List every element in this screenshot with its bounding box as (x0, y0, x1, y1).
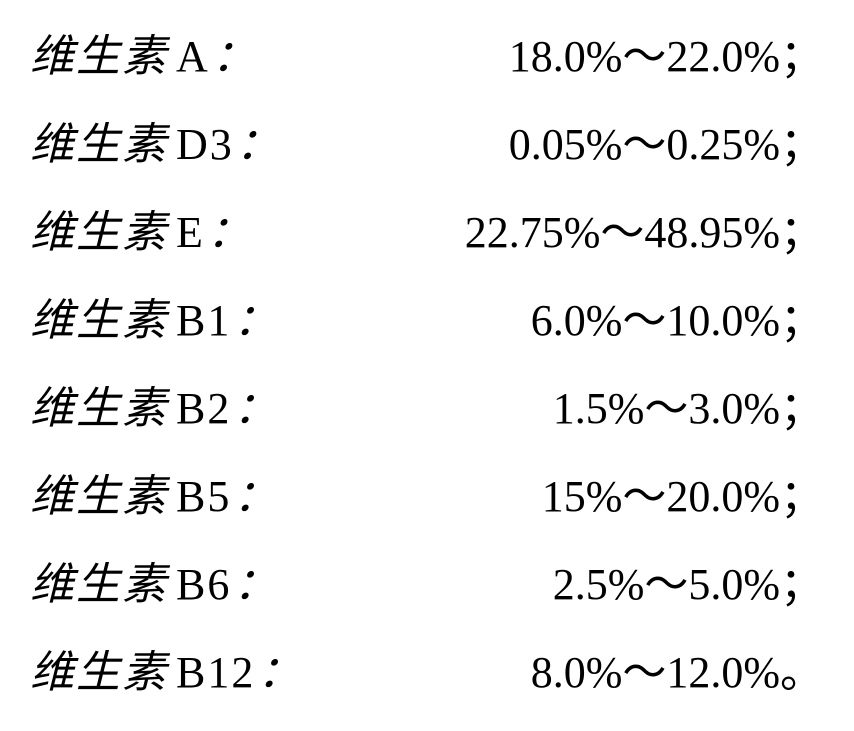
colon: ： (257, 648, 303, 697)
range-high: 5.0% (688, 560, 780, 609)
vitamin-label: 维生素A： (30, 20, 258, 84)
label-latin-text: A (176, 32, 210, 81)
vitamin-label: 维生素B1： (30, 284, 279, 348)
table-row: 维生素B2： 1.5%～3.0%； (30, 372, 824, 428)
end-punct: ； (780, 560, 824, 609)
label-latin-text: D3 (176, 120, 234, 169)
range-low: 2.5% (553, 560, 645, 609)
vitamin-range: 0.05%～0.25%； (509, 108, 824, 172)
label-cjk-text: 维生素 (30, 296, 168, 345)
vitamin-range: 18.0%～22.0%； (509, 20, 824, 84)
tilde: ～ (622, 472, 666, 521)
label-cjk-text: 维生素 (30, 648, 168, 697)
vitamin-label: 维生素D3： (30, 108, 282, 172)
colon: ： (212, 32, 258, 81)
range-high: 20.0% (666, 472, 780, 521)
end-punct: ； (780, 296, 824, 345)
range-low: 15% (542, 472, 623, 521)
tilde: ～ (600, 208, 644, 257)
colon: ： (236, 120, 282, 169)
colon: ： (233, 384, 279, 433)
vitamin-label: 维生素B12： (30, 636, 303, 700)
vitamin-label: 维生素B5： (30, 460, 279, 524)
end-punct: ； (780, 472, 824, 521)
tilde: ～ (622, 648, 666, 697)
range-low: 0.05% (509, 120, 623, 169)
range-high: 12.0% (666, 648, 780, 697)
colon: ： (207, 208, 253, 257)
label-latin-text: E (176, 208, 205, 257)
label-cjk-text: 维生素 (30, 208, 168, 257)
label-cjk-text: 维生素 (30, 384, 168, 433)
range-low: 18.0% (509, 32, 623, 81)
vitamin-label: 维生素B2： (30, 372, 279, 436)
table-row: 维生素B5： 15%～20.0%； (30, 460, 824, 516)
vitamin-range: 15%～20.0%； (542, 460, 824, 524)
range-high: 22.0% (666, 32, 780, 81)
range-low: 1.5% (553, 384, 645, 433)
tilde: ～ (644, 560, 688, 609)
tilde: ～ (644, 384, 688, 433)
label-cjk-text: 维生素 (30, 560, 168, 609)
vitamin-range: 2.5%～5.0%； (553, 548, 824, 612)
range-high: 10.0% (666, 296, 780, 345)
range-high: 0.25% (666, 120, 780, 169)
tilde: ～ (622, 120, 666, 169)
colon: ： (233, 472, 279, 521)
range-high: 48.95% (644, 208, 780, 257)
table-row: 维生素A： 18.0%～22.0%； (30, 20, 824, 76)
end-punct: 。 (780, 648, 824, 697)
table-row: 维生素B1： 6.0%～10.0%； (30, 284, 824, 340)
end-punct: ； (780, 384, 824, 433)
range-low: 8.0% (531, 648, 623, 697)
table-row: 维生素E： 22.75%～48.95%； (30, 196, 824, 252)
vitamin-range: 22.75%～48.95%； (465, 196, 824, 260)
table-row: 维生素B6： 2.5%～5.0%； (30, 548, 824, 604)
label-latin-text: B2 (176, 384, 231, 433)
vitamin-label: 维生素B6： (30, 548, 279, 612)
vitamin-range: 1.5%～3.0%； (553, 372, 824, 436)
end-punct: ； (780, 120, 824, 169)
label-latin-text: B12 (176, 648, 255, 697)
range-low: 6.0% (531, 296, 623, 345)
vitamin-label: 维生素E： (30, 196, 253, 260)
label-cjk-text: 维生素 (30, 472, 168, 521)
label-latin-text: B6 (176, 560, 231, 609)
label-latin-text: B5 (176, 472, 231, 521)
vitamin-table: 维生素A： 18.0%～22.0%； 维生素D3： 0.05%～0.25%； 维… (30, 20, 824, 692)
end-punct: ； (780, 32, 824, 81)
vitamin-range: 6.0%～10.0%； (531, 284, 824, 348)
tilde: ～ (622, 32, 666, 81)
tilde: ～ (622, 296, 666, 345)
colon: ： (233, 296, 279, 345)
label-latin-text: B1 (176, 296, 231, 345)
label-cjk-text: 维生素 (30, 120, 168, 169)
colon: ： (233, 560, 279, 609)
table-row: 维生素D3： 0.05%～0.25%； (30, 108, 824, 164)
range-high: 3.0% (688, 384, 780, 433)
label-cjk-text: 维生素 (30, 32, 168, 81)
end-punct: ； (780, 208, 824, 257)
range-low: 22.75% (465, 208, 601, 257)
vitamin-range: 8.0%～12.0%。 (531, 636, 824, 700)
table-row: 维生素B12： 8.0%～12.0%。 (30, 636, 824, 692)
